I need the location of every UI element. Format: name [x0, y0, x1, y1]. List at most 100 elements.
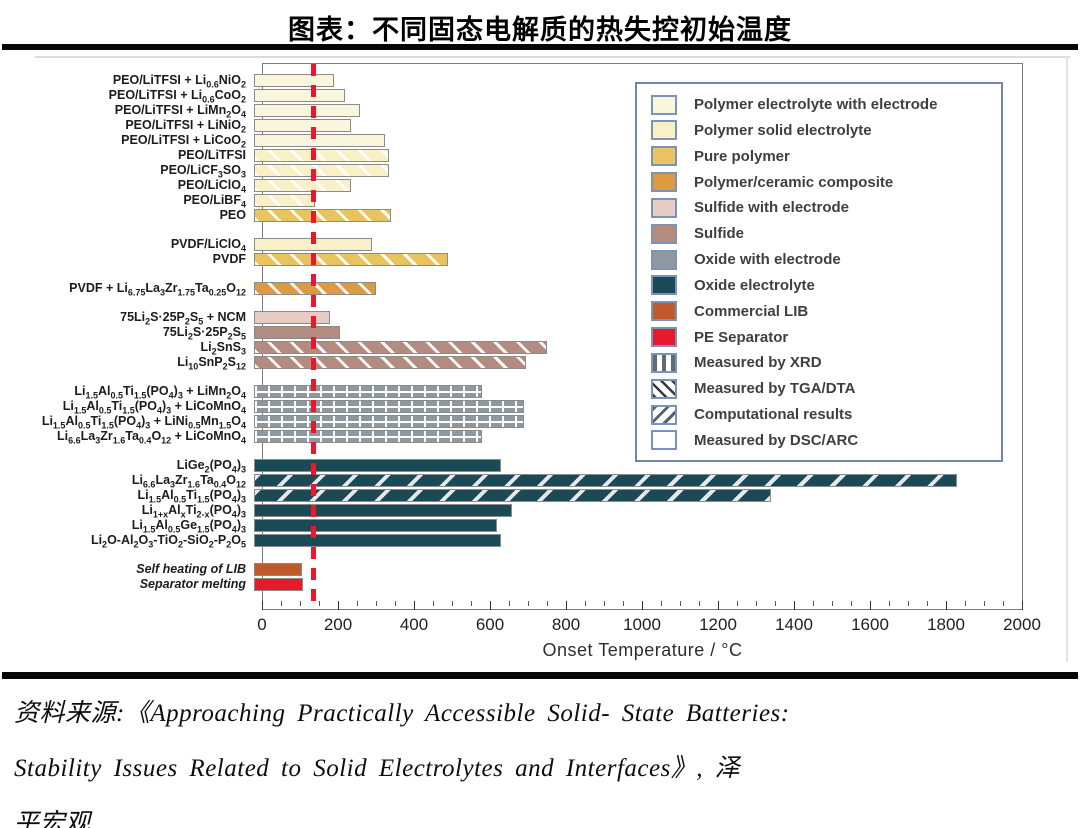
row-label: PEO/LiTFSI + LiNiO2 — [125, 118, 246, 135]
bar-track — [254, 118, 1023, 133]
row-label: PEO/LiTFSI + LiCoO2 — [121, 133, 246, 150]
row-label: PVDF + Li6.75La3Zr1.75Ta0.25O12 — [69, 281, 246, 298]
bar-track — [254, 429, 1023, 444]
bar-track — [254, 88, 1023, 103]
legend-item: Measured by DSC/ARC — [651, 429, 995, 452]
legend-label: Computational results — [694, 406, 853, 424]
bar — [254, 356, 526, 369]
bar-row: PEO/LiCF3SO3 — [0, 163, 1023, 180]
bars-area: PEO/LiTFSI + Li0.6NiO2 PEO/LiTFSI + Li0.6… — [0, 64, 1023, 592]
x-tick-label: 1400 — [775, 615, 813, 634]
bar — [254, 326, 340, 339]
bar-chart: PEO/LiTFSI + Li0.6NiO2 PEO/LiTFSI + Li0.6… — [0, 55, 1080, 673]
legend-label: PE Separator — [694, 328, 789, 346]
legend-item: Pure polymer — [651, 145, 995, 168]
bar-track — [254, 503, 1023, 518]
bar — [254, 74, 334, 87]
bar — [254, 489, 771, 502]
x-tick-label: 400 — [399, 615, 429, 634]
bar — [254, 194, 315, 207]
x-tick-label: 600 — [475, 615, 505, 634]
bar-track — [254, 399, 1023, 414]
bar — [254, 149, 389, 162]
x-axis-title: Onset Temperature / °C — [542, 640, 743, 660]
bar — [254, 89, 345, 102]
legend-swatch — [651, 94, 677, 115]
source-note: 资料来源:《Approaching Practically Accessible… — [14, 686, 1069, 828]
row-label: PEO/LiBF4 — [183, 193, 246, 210]
x-tick-label: 1000 — [623, 615, 661, 634]
legend-swatch — [651, 223, 677, 244]
bar-track — [254, 488, 1023, 503]
bar — [254, 385, 482, 398]
legend-label: Sulfide — [694, 225, 745, 243]
row-label: PEO/LiTFSI + LiMn2O4 — [114, 103, 246, 120]
legend-label: Polymer/ceramic composite — [694, 173, 894, 191]
legend-item: Oxide with electrode — [651, 248, 995, 271]
bar-row: Li10SnP2S12 — [0, 355, 1023, 371]
legend-item: Commercial LIB — [651, 300, 995, 323]
x-tick-label: 200 — [323, 615, 353, 634]
reference-line-130c — [311, 64, 316, 610]
bar — [254, 534, 501, 547]
legend-item: Sulfide — [651, 222, 995, 245]
source-line: 平宏观 — [14, 810, 91, 828]
x-tick-label: 800 — [551, 615, 581, 634]
bar-row: Li2SnS3 — [0, 340, 1023, 356]
bar-track — [254, 163, 1023, 178]
row-label: PEO/LiTFSI — [177, 148, 246, 162]
legend-label: Oxide with electrode — [694, 251, 841, 269]
row-label: PEO — [219, 208, 246, 222]
bar — [254, 311, 330, 324]
legend-label: Polymer electrolyte with electrode — [694, 96, 938, 113]
bar-row: Li2O-Al2O3-TiO2-SiO2-P2O5 — [0, 533, 1023, 549]
bar — [254, 104, 360, 117]
source-line: Stability Issues Related to Solid Electr… — [14, 755, 741, 782]
row-label: Li1.5Al0.5Ti1.5(PO4)3 — [137, 488, 246, 505]
bottom-rule — [2, 672, 1078, 679]
bar-track — [254, 208, 1023, 223]
row-label: 75Li2S·25P2S5 + NCM — [120, 310, 246, 327]
legend-swatch — [651, 275, 677, 296]
bar — [254, 179, 351, 192]
row-label: PEO/LiTFSI + Li0.6CoO2 — [108, 88, 246, 105]
row-label: Li1.5Al0.5Ti1.5(PO4)3 + LiMn2O4 — [74, 384, 246, 401]
legend-swatch — [651, 146, 677, 167]
legend-item: Sulfide with electrode — [651, 196, 995, 219]
bar-row: PEO/LiClO4 — [0, 178, 1023, 195]
row-label: Li1.5Al0.5Ge1.5(PO4)3 — [131, 518, 246, 535]
bar-track — [254, 133, 1023, 148]
bar — [254, 415, 524, 428]
legend-item: PE Separator — [651, 326, 995, 349]
bar-row: PEO/LiTFSI + LiNiO2 — [0, 118, 1023, 135]
bar-track — [254, 473, 1023, 488]
bar — [254, 578, 303, 591]
bar-track — [254, 252, 1023, 267]
legend-item: Measured by TGA/DTA — [651, 377, 995, 400]
legend-box: Polymer electrolyte with electrode Polyme… — [635, 82, 1003, 462]
row-label: 75Li2S·25P2S5 — [162, 325, 246, 342]
row-label: PEO/LiCF3SO3 — [160, 163, 246, 180]
row-label: PEO/LiTFSI + Li0.6NiO2 — [112, 73, 246, 90]
row-label: PEO/LiClO4 — [177, 178, 246, 195]
bar-row: PEO/LiTFSI + Li0.6CoO2 — [0, 88, 1023, 105]
bar-track — [254, 518, 1023, 533]
bar — [254, 209, 391, 222]
bar-row: Li1.5Al0.5Ti1.5(PO4)3 + LiNi0.5Mn1.5O4 — [0, 414, 1023, 431]
bar-row: PEO/LiTFSI + LiMn2O4 — [0, 103, 1023, 120]
legend-swatch — [651, 197, 677, 218]
legend-swatch — [651, 352, 677, 373]
bar-row: 75Li2S·25P2S5 + NCM — [0, 310, 1023, 327]
bar-row: Li1.5Al0.5Ge1.5(PO4)3 — [0, 518, 1023, 535]
bar-row: PEO/LiTFSI + LiCoO2 — [0, 133, 1023, 150]
bar-row: PVDF — [0, 252, 1023, 267]
legend-swatch — [651, 172, 677, 193]
top-rule — [2, 44, 1078, 50]
row-label: Li1.5Al0.5Ti1.5(PO4)3 + LiCoMnO4 — [62, 399, 246, 416]
legend-item: Polymer electrolyte with electrode — [651, 93, 995, 116]
legend-item: Oxide electrolyte — [651, 274, 995, 297]
legend-label: Polymer solid electrolyte — [694, 121, 872, 139]
row-label: Li1.5Al0.5Ti1.5(PO4)3 + LiNi0.5Mn1.5O4 — [41, 414, 246, 431]
bar — [254, 504, 512, 517]
